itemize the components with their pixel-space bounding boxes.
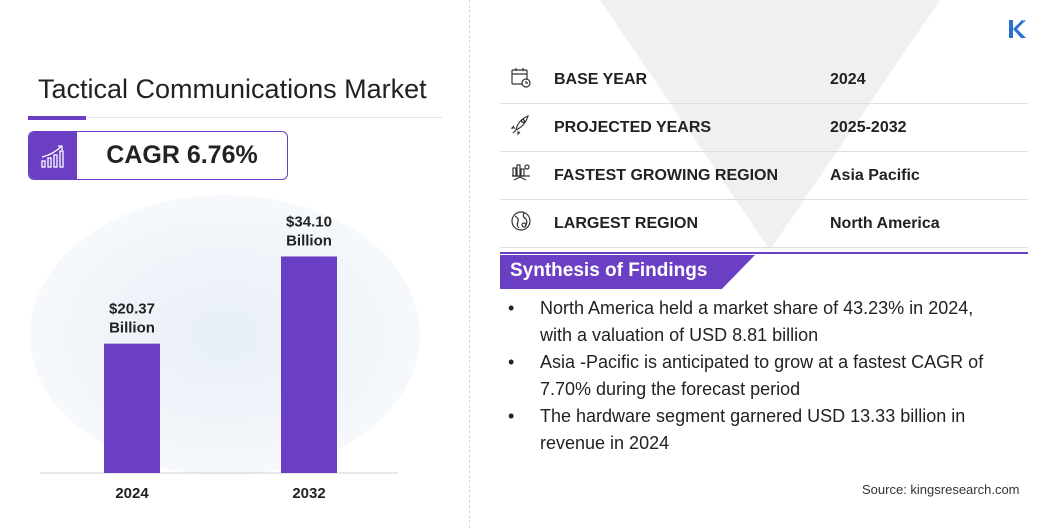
- findings-list: • North America held a market share of 43…: [508, 295, 1008, 457]
- background-triangle: [600, 0, 940, 250]
- finding-text: Asia -Pacific is anticipated to grow at …: [540, 352, 984, 399]
- stat-label: PROJECTED YEARS: [554, 118, 712, 136]
- stat-row: PROJECTED YEARS 2025-2032: [500, 104, 1028, 152]
- title-underline: [28, 117, 442, 118]
- data-label: Billion: [109, 320, 155, 337]
- stat-value: Asia Pacific: [830, 166, 920, 184]
- synthesis-rule: [500, 252, 1028, 254]
- title-accent: [28, 116, 86, 120]
- bar-2032: [281, 256, 337, 473]
- stat-value: 2024: [830, 70, 866, 88]
- world-map-background: [30, 195, 420, 475]
- divider: [469, 0, 470, 528]
- stat-label: BASE YEAR: [554, 70, 648, 88]
- bullet: •: [508, 298, 515, 318]
- bullet: •: [508, 406, 515, 426]
- stat-row: LARGEST REGION North America: [500, 200, 1028, 248]
- source-note: Source: kingsresearch.com: [862, 482, 1020, 497]
- finding-item: • Asia -Pacific is anticipated to grow at…: [508, 349, 1008, 403]
- growth-region-icon: [500, 162, 554, 189]
- bar-2024: [104, 343, 160, 473]
- finding-item: • North America held a market share of 43…: [508, 295, 1008, 349]
- rocket-icon: [500, 114, 554, 141]
- stat-value: 2025-2032: [830, 118, 907, 136]
- cagr-badge: CAGR 6.76%: [28, 131, 288, 180]
- growth-chart-icon: [29, 132, 77, 179]
- bar-chart: $20.37 Billion 2024 $34.10 Billion 2032: [40, 213, 398, 502]
- stat-value: North America: [830, 214, 940, 232]
- data-label: $34.10: [286, 213, 332, 230]
- stat-row: BASE YEAR 2024: [500, 56, 1028, 104]
- data-label: Billion: [286, 232, 332, 249]
- x-tick-label: 2032: [292, 485, 325, 502]
- synthesis-heading: Synthesis of Findings: [500, 255, 755, 289]
- cagr-value: CAGR 6.76%: [106, 141, 258, 169]
- globe-icon: [500, 210, 554, 237]
- finding-text: North America held a market share of 43.…: [540, 298, 974, 345]
- x-tick-label: 2024: [115, 485, 149, 502]
- calendar-icon: [500, 66, 554, 93]
- stat-row: FASTEST GROWING REGION Asia Pacific: [500, 152, 1028, 200]
- page-title: Tactical Communications Market: [38, 74, 427, 104]
- finding-item: • The hardware segment garnered USD 13.33…: [508, 403, 1008, 457]
- data-label: $20.37: [109, 301, 155, 318]
- bullet: •: [508, 352, 515, 372]
- finding-text: The hardware segment garnered USD 13.33 …: [540, 406, 966, 453]
- stat-label: FASTEST GROWING REGION: [554, 166, 779, 184]
- stat-label: LARGEST REGION: [554, 214, 699, 232]
- kings-research-logo: [1008, 18, 1028, 45]
